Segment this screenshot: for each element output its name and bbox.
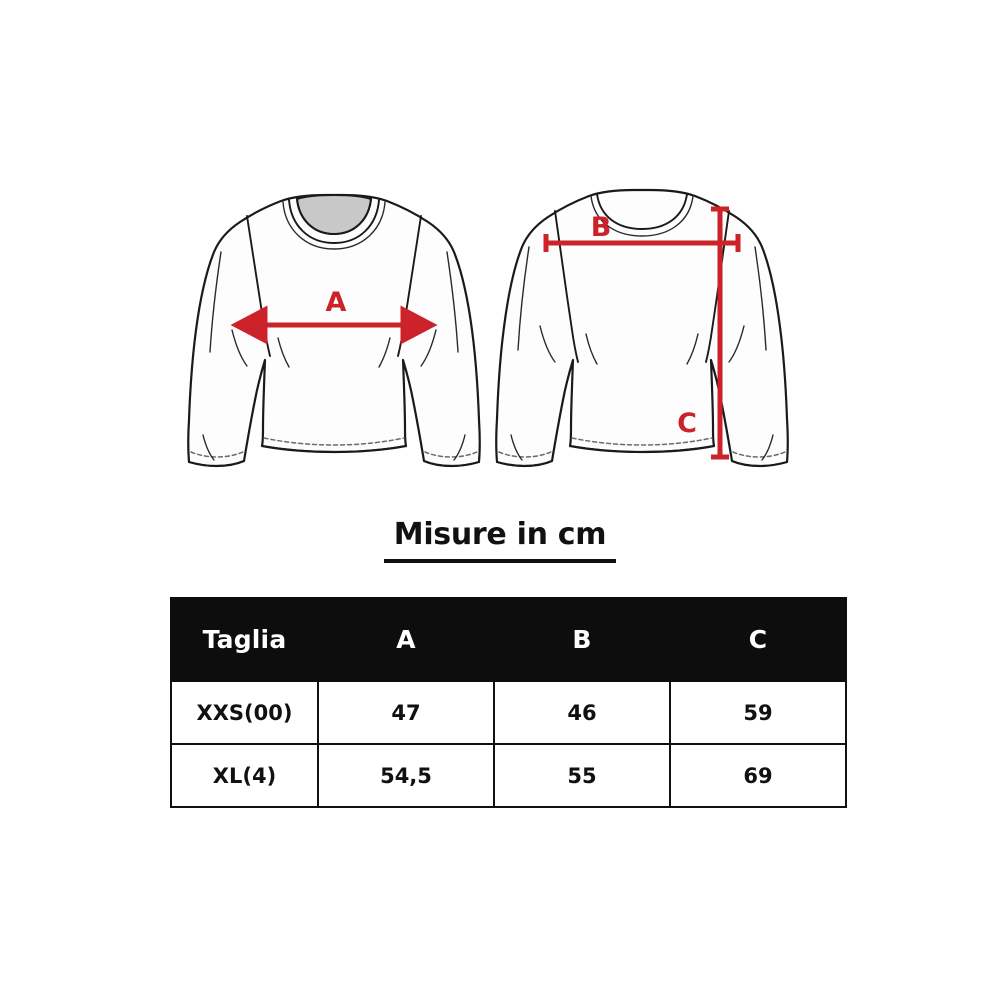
cell-size: XL(4) [170,743,319,808]
table-header: Taglia A B C [170,597,847,682]
table-row: XL(4) 54,5 55 69 [170,743,847,808]
chart-title-block: Misure in cm [0,516,1000,563]
measure-label-a: A [326,287,347,318]
measure-line-c [711,206,729,460]
title-underline [384,559,616,563]
garment-diagrams: .ol { fill:#fdfdfd; stroke:#1a1a1a; stro… [187,188,789,468]
cell-b: 46 [493,680,671,745]
cell-a: 54,5 [317,743,495,808]
front-garment-illustration: A [187,193,481,468]
size-table: Taglia A B C XXS(00) 47 46 59 XL(4) 54,5… [170,597,847,808]
table-body: XXS(00) 47 46 59 XL(4) 54,5 55 69 [170,680,847,808]
measure-line-b [543,234,741,252]
table-row: XXS(00) 47 46 59 [170,680,847,745]
column-header-size: Taglia [170,597,319,682]
chart-title: Misure in cm [393,517,607,552]
column-header-c: C [669,597,847,682]
column-header-b: B [493,597,671,682]
cell-b: 55 [493,743,671,808]
cell-c: 69 [669,743,847,808]
cell-size: XXS(00) [170,680,319,745]
table-header-row: Taglia A B C [170,597,847,682]
column-header-a: A [317,597,495,682]
cell-c: 59 [669,680,847,745]
measure-label-b: B [591,212,612,243]
back-garment-illustration: B C [495,188,789,468]
measure-label-c: C [677,408,697,439]
cell-a: 47 [317,680,495,745]
